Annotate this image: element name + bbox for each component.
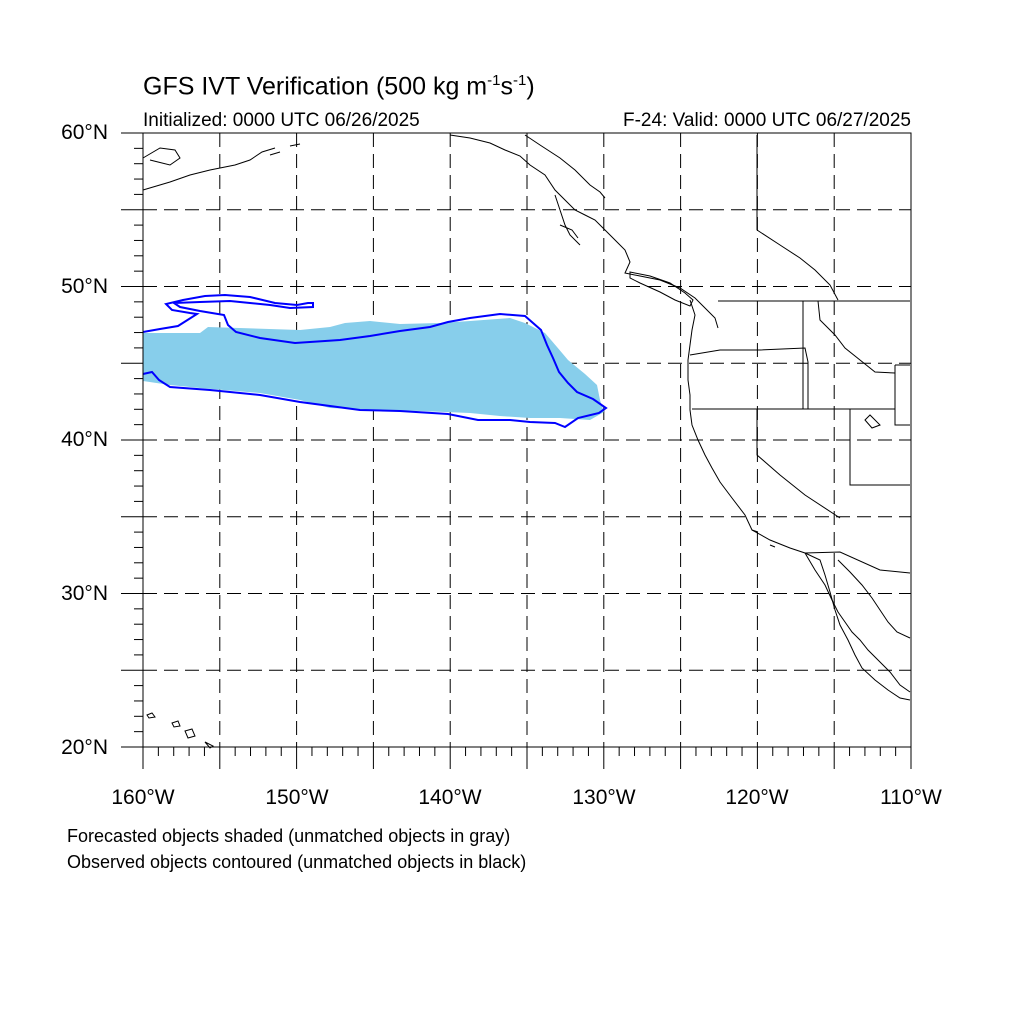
lon-label-150w: 150°W	[265, 786, 329, 809]
map-title: GFS IVT Verification (500 kg m-1s-1)	[143, 72, 535, 101]
lon-label-160w: 160°W	[111, 786, 175, 809]
forecast-object-shaded	[143, 318, 604, 420]
lat-label-40n: 40°N	[61, 428, 108, 451]
map-frame	[142, 132, 912, 748]
gridlines	[143, 133, 911, 747]
footnote-observed: Observed objects contoured (unmatched ob…	[67, 852, 527, 872]
footnote-forecast: Forecasted objects shaded (unmatched obj…	[67, 826, 511, 846]
lon-label-140w: 140°W	[418, 786, 482, 809]
lat-label-50n: 50°N	[61, 275, 108, 298]
initialized-time: Initialized: 0000 UTC 06/26/2025	[143, 110, 420, 131]
lon-label-120w: 120°W	[725, 786, 789, 809]
valid-time: F-24: Valid: 0000 UTC 06/27/2025	[623, 110, 911, 131]
lat-label-60n: 60°N	[61, 121, 108, 144]
lat-label-30n: 30°N	[61, 582, 108, 605]
lat-label-20n: 20°N	[61, 736, 108, 759]
observed-object-contour	[142, 293, 608, 429]
political-borders	[689, 135, 911, 574]
lon-label-110w: 110°W	[880, 786, 942, 809]
lon-label-130w: 130°W	[572, 786, 636, 809]
axis-ticks	[121, 132, 912, 769]
